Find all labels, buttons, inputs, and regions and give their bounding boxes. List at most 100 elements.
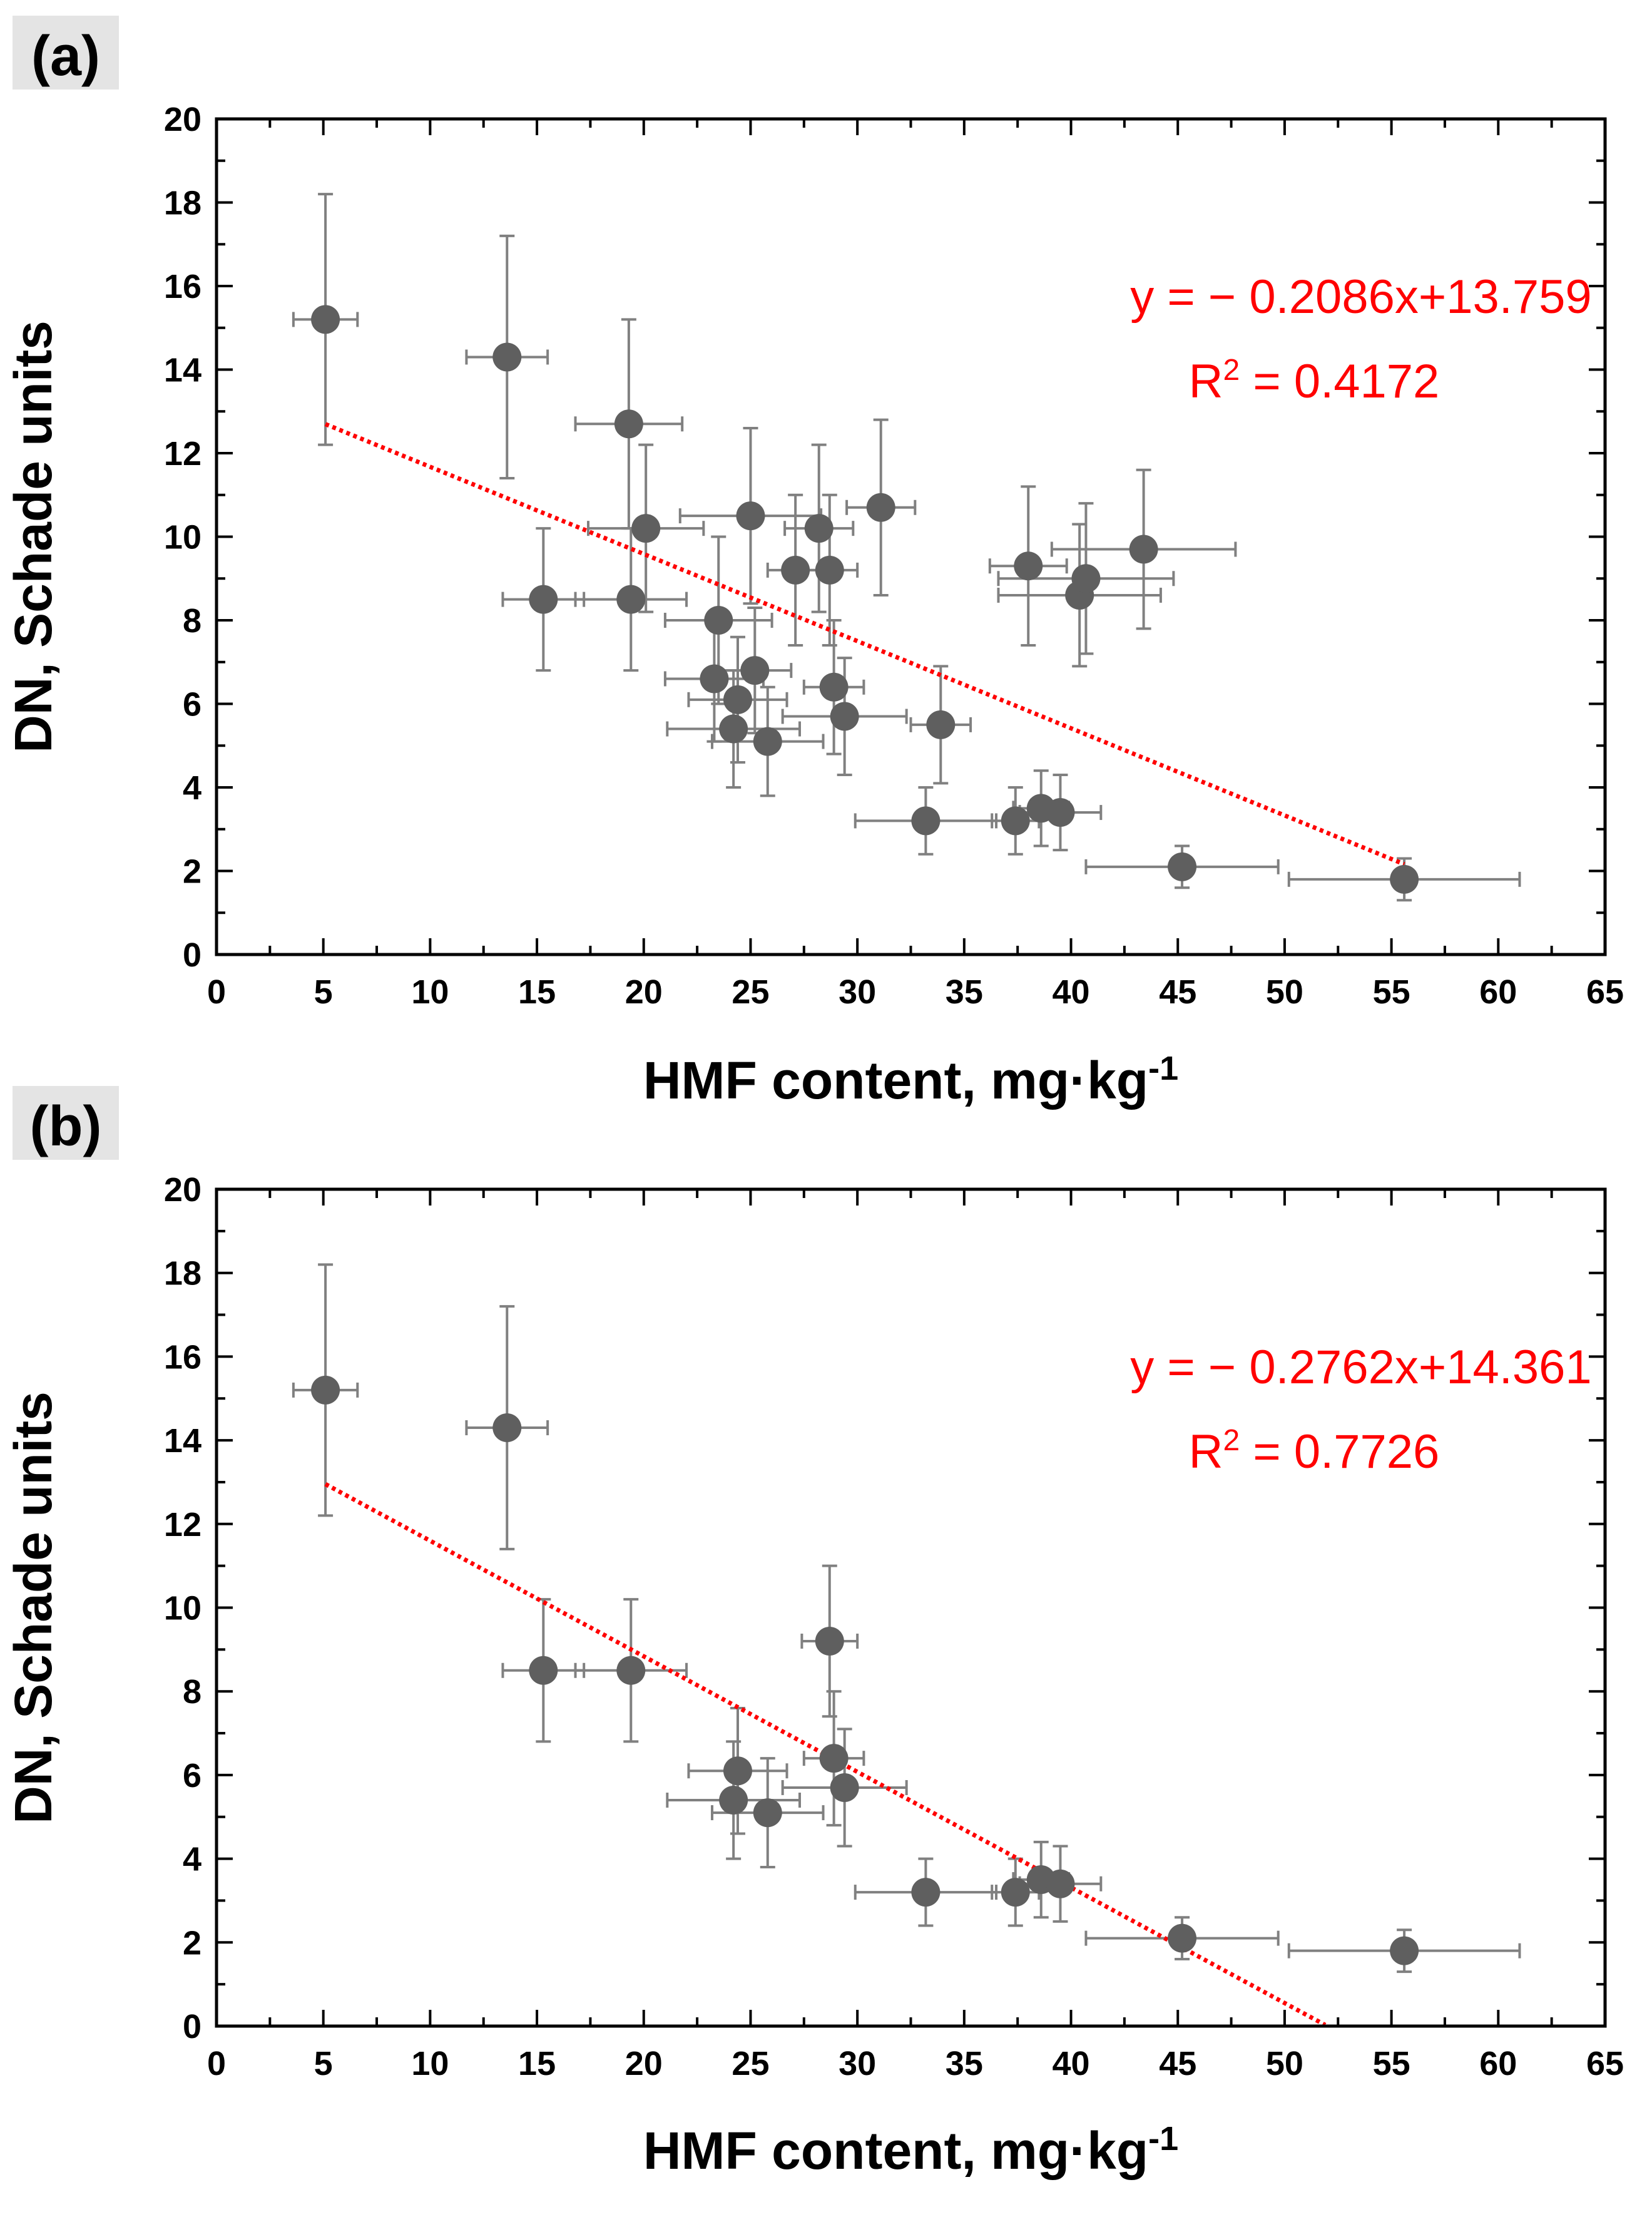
data-point xyxy=(830,1773,859,1802)
x-axis-label: HMF content, mg·kg-1 xyxy=(643,2120,1178,2180)
data-point xyxy=(311,1375,340,1405)
x-tick-label: 25 xyxy=(732,2045,769,2082)
data-point xyxy=(719,1786,748,1815)
panel-label: (a) xyxy=(31,25,100,88)
r-squared-value: = 0.7726 xyxy=(1240,1425,1439,1478)
data-point xyxy=(866,493,895,522)
x-tick-label: 60 xyxy=(1479,973,1517,1011)
data-point xyxy=(723,1756,752,1786)
plot-frame xyxy=(215,1187,1607,2028)
data-point xyxy=(492,342,522,372)
regression-equation: y = − 0.2086x+13.759 xyxy=(1130,270,1591,324)
y-tick-label: 12 xyxy=(164,435,201,473)
data-point xyxy=(819,1744,849,1773)
data-point xyxy=(753,1798,782,1828)
x-tick-label: 65 xyxy=(1586,973,1624,1011)
chart-panel-b: (b) 0 5 10 15 20 25 30 35 40 45 50 55 60 65 0 2 4 6 8 10 12 14… xyxy=(4,1086,1624,2180)
regression-equation: y = − 0.2762x+14.361 xyxy=(1130,1341,1591,1394)
x-tick-label: 30 xyxy=(839,2045,876,2082)
r-squared-symbol: R xyxy=(1189,355,1223,408)
data-point xyxy=(1168,852,1197,881)
panel-label-background xyxy=(13,16,119,90)
y-tick-label: 4 xyxy=(183,1841,201,1878)
data-point xyxy=(616,1656,646,1685)
data-point xyxy=(616,585,646,614)
y-tick-label: 2 xyxy=(183,853,201,891)
x-tick-label: 35 xyxy=(946,973,983,1011)
r-squared: R2 = 0.4172 xyxy=(1189,354,1440,408)
x-tick-label: 20 xyxy=(625,973,663,1011)
panel-label: (b) xyxy=(30,1095,102,1158)
x-axis-label-superscript: -1 xyxy=(1148,1050,1178,1087)
y-tick-label: 6 xyxy=(183,1757,201,1795)
data-point xyxy=(781,555,810,585)
y-tick-label: 16 xyxy=(164,268,201,305)
plot-frame xyxy=(215,117,1607,956)
data-point xyxy=(1390,864,1419,894)
data-point xyxy=(614,409,643,439)
x-tick-label: 25 xyxy=(732,973,769,1011)
x-tick-label: 10 xyxy=(411,973,449,1011)
data-point xyxy=(704,606,733,635)
panel-label-background xyxy=(13,1086,119,1160)
y-tick-label: 14 xyxy=(164,1422,201,1460)
data-point xyxy=(815,1626,844,1656)
x-tick-label: 65 xyxy=(1586,2045,1624,2082)
chart-panel-a: (a) 0 5 10 15 20 25 30 35 40 45 50 55 60 65 0 2 4 6 8 10 12 14… xyxy=(4,16,1624,1110)
data-point xyxy=(529,1656,558,1685)
y-axis-label: DN, Schade units xyxy=(4,1391,63,1824)
y-tick-label: 10 xyxy=(164,519,201,556)
data-point xyxy=(1071,564,1101,593)
x-tick-label: 5 xyxy=(314,973,333,1011)
data-point xyxy=(911,1878,941,1907)
x-tick-label: 45 xyxy=(1159,2045,1196,2082)
y-tick-label: 14 xyxy=(164,352,201,389)
data-point xyxy=(815,555,844,585)
x-tick-label: 10 xyxy=(411,2045,449,2082)
x-tick-label: 40 xyxy=(1052,2045,1089,2082)
data-point xyxy=(1046,798,1075,827)
x-tick-label: 50 xyxy=(1266,973,1303,1011)
data-point xyxy=(819,672,849,702)
y-tick-label: 8 xyxy=(183,1673,201,1711)
data-point xyxy=(1129,535,1158,564)
x-tick-label: 55 xyxy=(1373,973,1410,1011)
data-point xyxy=(1390,1936,1419,1965)
data-point xyxy=(1046,1869,1075,1898)
trendline xyxy=(324,422,1405,867)
data-point xyxy=(911,806,941,836)
x-tick-label: 35 xyxy=(946,2045,983,2082)
x-tick-label: 0 xyxy=(207,2045,226,2082)
r-squared: R2 = 0.7726 xyxy=(1189,1424,1440,1478)
data-point xyxy=(311,305,340,334)
y-tick-label: 18 xyxy=(164,1255,201,1293)
data-point xyxy=(740,656,770,685)
data-point xyxy=(529,585,558,614)
r-squared-superscript: 2 xyxy=(1223,354,1240,387)
y-tick-label: 16 xyxy=(164,1338,201,1376)
y-tick-label: 6 xyxy=(183,686,201,724)
y-tick-label: 8 xyxy=(183,602,201,640)
r-squared-symbol: R xyxy=(1189,1425,1223,1478)
data-point xyxy=(1001,1878,1030,1907)
r-squared-value: = 0.4172 xyxy=(1240,355,1439,408)
data-point xyxy=(700,664,729,694)
x-axis-label-text: HMF content, mg·kg xyxy=(643,1051,1148,1110)
y-axis-label: DN, Schade units xyxy=(4,320,63,753)
y-tick-label: 10 xyxy=(164,1590,201,1627)
y-tick-label: 12 xyxy=(164,1506,201,1544)
data-point xyxy=(804,514,834,543)
y-tick-label: 20 xyxy=(164,1171,201,1209)
data-point xyxy=(736,501,765,531)
data-point xyxy=(1168,1923,1197,1953)
x-tick-label: 15 xyxy=(518,2045,556,2082)
y-tick-label: 4 xyxy=(183,769,201,807)
data-point xyxy=(1014,551,1043,581)
x-tick-label: 40 xyxy=(1052,973,1089,1011)
trendline xyxy=(324,1482,1327,2027)
data-point xyxy=(926,710,956,739)
x-tick-label: 50 xyxy=(1266,2045,1303,2082)
x-tick-label: 15 xyxy=(518,973,556,1011)
data-point xyxy=(830,702,859,731)
